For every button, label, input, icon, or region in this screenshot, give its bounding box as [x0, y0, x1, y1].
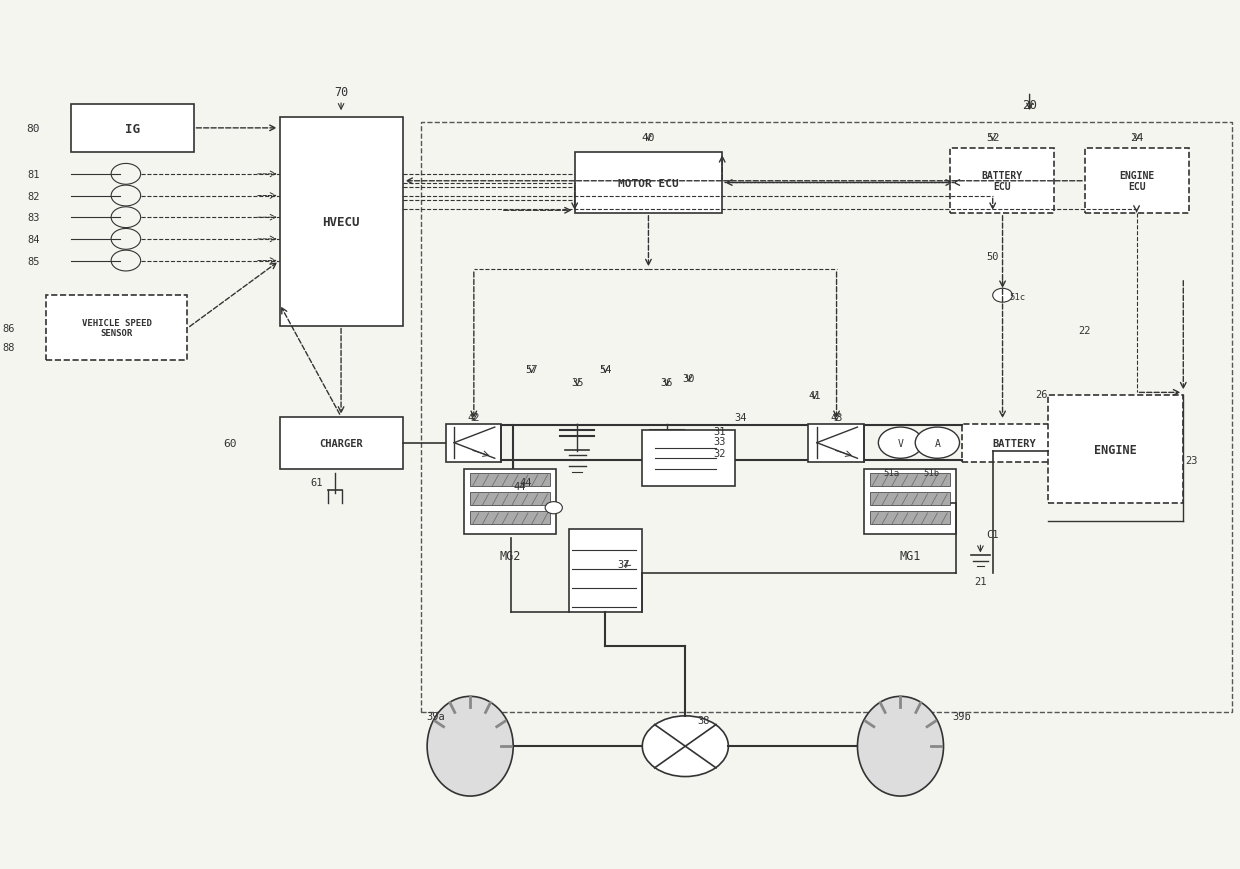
Text: 35: 35 — [570, 377, 583, 388]
Text: CHARGER: CHARGER — [319, 438, 363, 448]
Text: 37: 37 — [618, 560, 630, 569]
Text: BATTERY
ECU: BATTERY ECU — [981, 170, 1023, 192]
Text: 32: 32 — [713, 448, 725, 459]
Circle shape — [878, 428, 923, 459]
Bar — [420, 123, 1233, 712]
Bar — [1048, 395, 1183, 504]
Text: 31: 31 — [713, 426, 725, 436]
Text: C1: C1 — [987, 529, 999, 539]
Text: ENGINE: ENGINE — [1094, 443, 1137, 456]
Circle shape — [642, 716, 728, 777]
Text: 39a: 39a — [427, 711, 445, 721]
Text: 41: 41 — [808, 390, 821, 401]
Text: 30: 30 — [683, 373, 696, 383]
Bar — [464, 469, 557, 534]
Bar — [470, 474, 551, 487]
Text: 40: 40 — [641, 132, 655, 143]
Bar — [46, 296, 187, 361]
Bar — [574, 153, 722, 214]
Bar — [808, 424, 863, 462]
Text: 34: 34 — [734, 412, 746, 422]
Text: 51a: 51a — [884, 468, 900, 477]
Text: 85: 85 — [27, 256, 40, 266]
Text: 20: 20 — [1022, 99, 1037, 112]
Text: 83: 83 — [27, 213, 40, 223]
Text: 22: 22 — [1079, 326, 1091, 335]
Text: A: A — [935, 438, 940, 448]
Text: 52: 52 — [986, 132, 999, 143]
Text: 51c: 51c — [1009, 293, 1025, 302]
Text: VEHICLE SPEED
SENSOR: VEHICLE SPEED SENSOR — [82, 319, 151, 338]
Circle shape — [915, 428, 960, 459]
Text: 60: 60 — [223, 438, 237, 448]
Text: 38: 38 — [698, 715, 711, 726]
Text: 24: 24 — [1130, 132, 1143, 143]
Bar — [863, 469, 956, 534]
Bar — [279, 118, 403, 326]
Text: 50: 50 — [987, 252, 999, 262]
Text: 88: 88 — [2, 343, 15, 353]
Text: 21: 21 — [975, 577, 987, 587]
Bar — [869, 474, 950, 487]
Text: 57: 57 — [526, 364, 538, 375]
Text: 23: 23 — [1185, 455, 1198, 466]
Circle shape — [993, 289, 1012, 302]
Bar — [568, 530, 642, 612]
Text: 70: 70 — [334, 86, 348, 99]
Text: IG: IG — [124, 123, 140, 136]
Bar — [962, 424, 1066, 462]
Text: 42: 42 — [467, 412, 480, 422]
Text: 36: 36 — [661, 377, 673, 388]
Text: 39b: 39b — [952, 711, 971, 721]
Bar — [869, 512, 950, 525]
Text: 84: 84 — [27, 235, 40, 244]
Text: MOTOR ECU: MOTOR ECU — [618, 178, 678, 189]
Bar — [470, 512, 551, 525]
Text: 86: 86 — [2, 324, 15, 334]
Text: 33: 33 — [713, 436, 725, 447]
Text: BATTERY: BATTERY — [992, 438, 1037, 448]
Bar — [445, 424, 501, 462]
Text: 80: 80 — [26, 123, 40, 134]
Text: V: V — [898, 438, 904, 448]
Text: MG1: MG1 — [899, 549, 920, 562]
Circle shape — [546, 502, 563, 514]
Text: 54: 54 — [599, 364, 611, 375]
Bar — [642, 430, 734, 487]
Text: 44: 44 — [520, 477, 532, 488]
Text: 61: 61 — [310, 477, 322, 488]
Bar — [1085, 149, 1189, 214]
Text: MG2: MG2 — [500, 549, 521, 562]
Bar — [950, 149, 1054, 214]
Text: 26: 26 — [1035, 389, 1048, 400]
Bar — [279, 417, 403, 469]
Text: ENGINE
ECU: ENGINE ECU — [1120, 170, 1154, 192]
Text: 81: 81 — [27, 169, 40, 180]
Bar — [869, 493, 950, 506]
Text: 82: 82 — [27, 191, 40, 202]
Text: HVECU: HVECU — [322, 216, 360, 229]
Bar — [470, 493, 551, 506]
Text: 43: 43 — [831, 412, 843, 422]
Text: 51b: 51b — [923, 468, 939, 477]
Text: 44: 44 — [513, 481, 526, 492]
Ellipse shape — [427, 697, 513, 796]
Ellipse shape — [857, 697, 944, 796]
Bar — [71, 105, 193, 153]
